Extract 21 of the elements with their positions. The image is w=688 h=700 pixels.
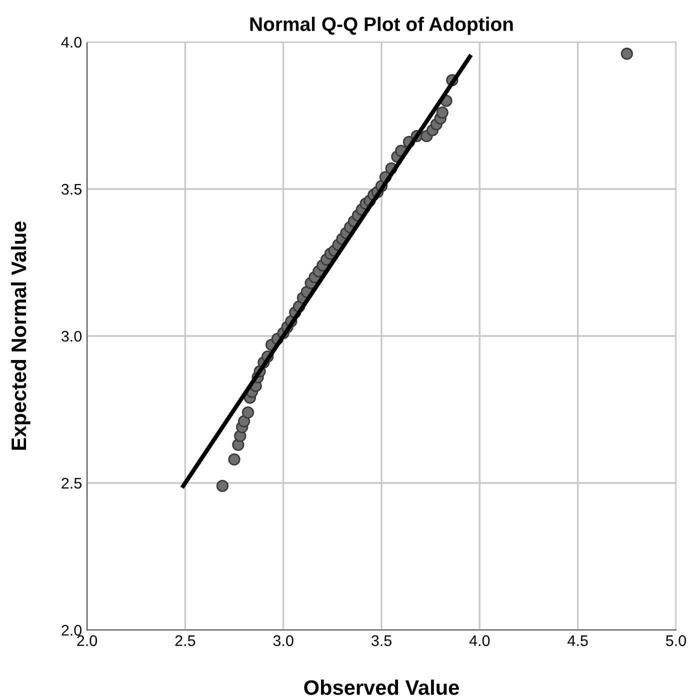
y-tick-label: 2.0 <box>62 624 82 636</box>
x-tick-label: 4.0 <box>469 635 490 646</box>
y-axis-title: Expected Normal Value <box>10 221 30 450</box>
x-tick-label: 3.5 <box>371 635 392 646</box>
x-tick-label: 2.0 <box>77 635 98 646</box>
x-tick-label: 5.0 <box>666 635 686 646</box>
point <box>242 406 254 419</box>
x-tick-label: 3.0 <box>273 635 294 646</box>
y-tick-label: 4.0 <box>61 36 82 48</box>
chart-title: Normal Q-Q Plot of Adoption <box>250 16 513 35</box>
point <box>436 106 448 119</box>
y-tick-label: 3.0 <box>61 330 82 342</box>
y-tick-label: 2.5 <box>62 478 82 489</box>
point <box>228 453 240 466</box>
x-axis-title: Observed Value <box>304 680 459 695</box>
point <box>238 415 250 428</box>
y-tick-label: 3.5 <box>61 184 82 195</box>
point <box>620 48 633 60</box>
x-tick-label: 2.5 <box>175 635 196 646</box>
point <box>216 480 229 492</box>
x-tick-label: 4.5 <box>568 635 588 646</box>
